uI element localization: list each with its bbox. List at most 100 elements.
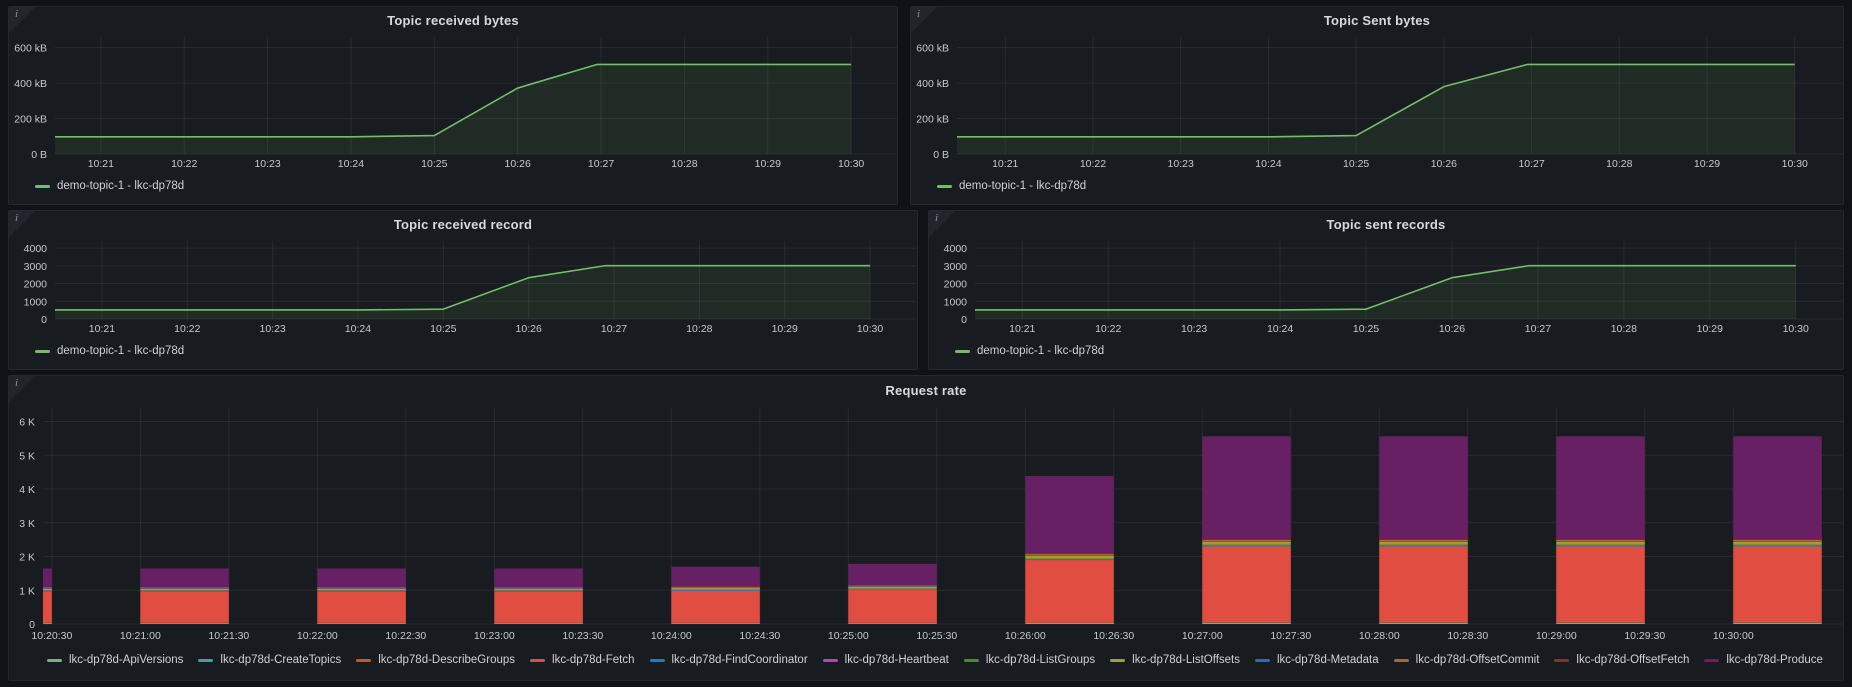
legend-item[interactable]: lkc-dp78d-Heartbeat [822,654,949,666]
svg-text:600 kB: 600 kB [14,43,47,55]
panel-header[interactable]: i Topic sent records [929,211,1843,237]
svg-text:10:28: 10:28 [1611,323,1637,335]
info-icon[interactable]: i [935,212,939,224]
panel-topic-received-bytes: i Topic received bytes 0 B 200 kB 400 kB 60… [8,6,898,205]
svg-text:10:27:00: 10:27:00 [1182,630,1223,642]
legend-item[interactable]: demo-topic-1 - lkc-dp78d [35,180,184,192]
time-series-chart[interactable]: 0 1000 2000 3000 4000 10:21 10:22 10:23 10:24 10:… [929,237,1843,337]
legend-item[interactable]: lkc-dp78d-Produce [1704,654,1823,666]
legend-item[interactable]: lkc-dp78d-FindCoordinator [649,654,808,666]
panel-info-corner[interactable] [911,7,937,33]
legend-series-swatch [963,658,979,662]
svg-text:6 K: 6 K [19,417,35,429]
info-icon[interactable]: i [917,8,921,20]
svg-text:3000: 3000 [944,261,968,273]
panel-header[interactable]: i Topic Sent bytes [911,7,1843,33]
legend-series-swatch [1110,658,1126,662]
time-series-chart[interactable]: 0 B 200 kB 400 kB 600 kB 10:21 10:22 10:23 10:2… [9,33,897,172]
legend-series-label: lkc-dp78d-OffsetCommit [1415,654,1540,666]
svg-text:10:27: 10:27 [588,158,614,170]
legend-item[interactable]: demo-topic-1 - lkc-dp78d [937,180,1086,192]
panel-header[interactable]: i Topic received record [9,211,917,237]
stacked-bar-chart[interactable]: 0 1 K 2 K 3 K 4 K 5 K 6 K 10:20:30 10:21:00 10:21… [9,404,1843,644]
legend-series-label: lkc-dp78d-CreateTopics [220,654,342,666]
svg-text:3000: 3000 [24,261,48,273]
legend-item[interactable]: lkc-dp78d-CreateTopics [198,654,341,666]
svg-text:10:28:30: 10:28:30 [1447,630,1488,642]
svg-text:10:30: 10:30 [1782,158,1808,170]
svg-text:0 B: 0 B [31,149,47,161]
time-series-chart[interactable]: 0 B 200 kB 400 kB 600 kB 10:21 10:22 10:23 10:2… [911,33,1843,172]
svg-text:10:21:30: 10:21:30 [208,630,249,642]
svg-text:10:23:00: 10:23:00 [474,630,515,642]
svg-text:10:29: 10:29 [755,158,781,170]
svg-text:10:29: 10:29 [1697,323,1723,335]
chart-legend: demo-topic-1 - lkc-dp78d [9,337,917,369]
svg-text:10:27: 10:27 [1525,323,1551,335]
legend-item[interactable]: lkc-dp78d-ApiVersions [47,654,183,666]
svg-text:1000: 1000 [24,296,48,308]
time-series-chart[interactable]: 0 1000 2000 3000 4000 10:21 10:22 10:23 10:24 10:… [9,237,917,337]
legend-series-label: demo-topic-1 - lkc-dp78d [57,345,185,357]
legend-item[interactable]: lkc-dp78d-ListOffsets [1110,654,1240,666]
info-icon[interactable]: i [15,212,19,224]
legend-series-swatch [649,658,665,662]
svg-text:10:26: 10:26 [1431,158,1457,170]
legend-series-swatch [35,184,50,188]
legend-item[interactable]: lkc-dp78d-ListGroups [963,654,1095,666]
legend-series-swatch [1254,658,1270,662]
svg-text:10:25: 10:25 [421,158,447,170]
svg-text:0 B: 0 B [933,149,949,161]
svg-text:4000: 4000 [24,243,48,255]
panel-info-corner[interactable] [9,376,35,402]
svg-text:10:28: 10:28 [1606,158,1632,170]
svg-text:10:27: 10:27 [1518,158,1544,170]
panel-info-corner[interactable] [9,211,35,237]
legend-series-swatch [822,658,838,662]
panel-title: Topic sent records [1326,216,1446,232]
legend-series-label: lkc-dp78d-Heartbeat [844,654,949,666]
legend-item[interactable]: lkc-dp78d-Metadata [1254,654,1379,666]
svg-text:10:21: 10:21 [89,323,115,335]
svg-text:0: 0 [961,314,967,326]
svg-text:10:25: 10:25 [1343,158,1369,170]
legend-item[interactable]: demo-topic-1 - lkc-dp78d [35,345,184,357]
panel-topic-sent-bytes: i Topic Sent bytes 0 B 200 kB 400 kB 600 kB… [910,6,1844,205]
svg-text:10:30: 10:30 [838,158,864,170]
svg-text:10:27:30: 10:27:30 [1270,630,1311,642]
panel-info-corner[interactable] [9,7,35,33]
info-icon[interactable]: i [15,8,19,20]
panel-title: Topic received record [393,216,533,232]
svg-text:1 K: 1 K [19,585,35,597]
svg-text:5 K: 5 K [19,450,35,462]
legend-item[interactable]: demo-topic-1 - lkc-dp78d [955,345,1104,357]
svg-text:10:25: 10:25 [1353,323,1379,335]
svg-text:0: 0 [29,619,35,631]
legend-item[interactable]: lkc-dp78d-OffsetCommit [1393,654,1540,666]
info-icon[interactable]: i [15,377,19,389]
svg-text:10:29: 10:29 [1694,158,1720,170]
svg-text:10:21: 10:21 [992,158,1018,170]
legend-series-swatch [530,658,546,662]
svg-text:10:30:00: 10:30:00 [1713,630,1754,642]
svg-text:10:24: 10:24 [1255,158,1281,170]
legend-series-label: lkc-dp78d-ApiVersions [69,654,184,666]
svg-text:10:22:00: 10:22:00 [297,630,338,642]
legend-item[interactable]: lkc-dp78d-OffsetFetch [1554,654,1689,666]
panel-info-corner[interactable] [929,211,955,237]
svg-text:2 K: 2 K [19,552,35,564]
svg-text:10:20:30: 10:20:30 [31,630,72,642]
legend-item[interactable]: lkc-dp78d-Fetch [530,654,635,666]
panel-topic-sent-records: i Topic sent records 0 1000 2000 3000 4000 10… [928,210,1844,370]
legend-series-label: demo-topic-1 - lkc-dp78d [57,180,185,192]
svg-text:10:30: 10:30 [857,323,883,335]
svg-text:10:24:00: 10:24:00 [651,630,692,642]
panel-header[interactable]: i Request rate [9,376,1843,404]
panel-header[interactable]: i Topic received bytes [9,7,897,33]
legend-series-label: lkc-dp78d-FindCoordinator [671,654,808,666]
legend-series-label: demo-topic-1 - lkc-dp78d [959,180,1087,192]
svg-text:200 kB: 200 kB [916,114,949,126]
legend-item[interactable]: lkc-dp78d-DescribeGroups [356,654,515,666]
legend-series-swatch [35,349,50,353]
panel-title: Topic received bytes [387,12,519,28]
